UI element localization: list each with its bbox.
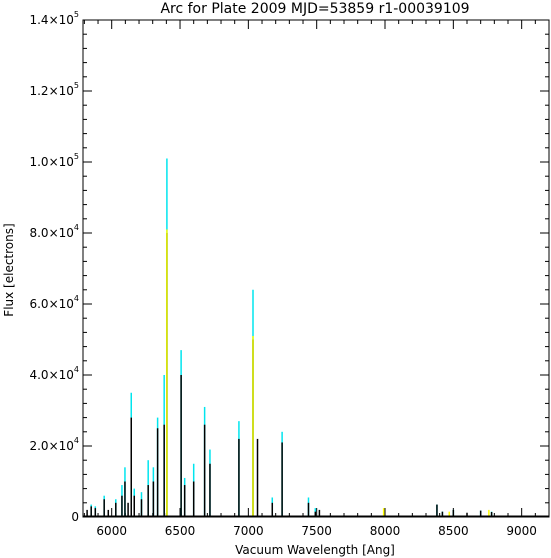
y-tick-label: 1.0×105: [29, 152, 79, 169]
plot-area: [83, 158, 549, 517]
y-axis-ticks: 0 2.0×104 4.0×104 6.0×104 8.0×104 1.0×105 1.2×…: [29, 10, 549, 524]
x-tick-label: 7500: [301, 524, 332, 538]
y-tick-label: 4.0×104: [29, 365, 79, 382]
x-tick-label: 8000: [370, 524, 401, 538]
chart-title: Arc for Plate 2009 MJD=53859 r1-00039109: [160, 1, 469, 17]
y-tick-label: 0: [71, 510, 79, 524]
y-tick-label: 2.0×104: [29, 436, 79, 453]
x-tick-label: 6500: [165, 524, 196, 538]
y-tick-label: 8.0×104: [29, 223, 79, 240]
x-tick-label: 6000: [96, 524, 127, 538]
x-axis-title: Vacuum Wavelength [Ang]: [235, 543, 395, 557]
x-tick-label: 7000: [233, 524, 264, 538]
y-tick-label: 6.0×104: [29, 294, 79, 311]
x-tick-label: 8500: [438, 524, 469, 538]
series-secondary: [90, 158, 493, 517]
x-tick-label: 9000: [506, 524, 537, 538]
series-tertiary: [166, 229, 490, 517]
plot-frame: [82, 19, 550, 518]
y-tick-label: 1.2×105: [29, 81, 79, 98]
x-axis-ticks: 6000 6500 7000 7500 8000 8500 9000: [83, 20, 550, 538]
y-axis-title: Flux [electrons]: [2, 223, 16, 316]
y-tick-label: 1.4×105: [29, 10, 79, 27]
